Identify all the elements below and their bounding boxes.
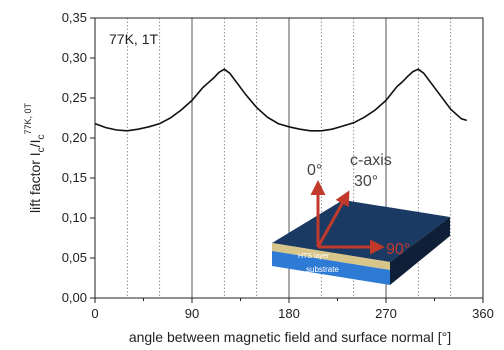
x-tick-label: 0 — [91, 306, 98, 321]
substrate-band — [272, 251, 390, 285]
substrate-label: substrate — [306, 265, 339, 274]
y-axis-ticks: 0,00 0,05 0,10 0,15 0,20 0,25 0,30 0,35 — [62, 10, 95, 305]
x-tick-label: 180 — [278, 306, 300, 321]
x-tick-label: 90 — [185, 306, 199, 321]
angle-90-label: 90° — [386, 241, 410, 258]
x-tick-label: 270 — [375, 306, 397, 321]
x-tick-label: 360 — [472, 306, 494, 321]
y-tick-label: 0,25 — [62, 90, 87, 105]
caxis-label: c-axis — [350, 152, 392, 169]
hts-layer-label: HTS layer — [298, 253, 330, 260]
y-tick-label: 0,35 — [62, 10, 87, 25]
y-axis-title-sub2: c — [36, 135, 47, 140]
x-axis-ticks: 0 90 180 270 360 — [91, 298, 494, 321]
y-tick-label: 0,30 — [62, 50, 87, 65]
y-axis-title: lift factor Ic/Ic77K, 0T — [23, 103, 47, 213]
y-axis-title-sup: 77K, 0T — [23, 103, 33, 135]
hts-layer-band — [272, 243, 390, 270]
condition-annotation: 77K, 1T — [109, 31, 158, 47]
x-axis-title: angle between magnetic field and surface… — [129, 329, 451, 345]
y-tick-label: 0,05 — [62, 250, 87, 265]
y-tick-label: 0,10 — [62, 210, 87, 225]
inset-illustration: HTS layer substrate 0° c-axis 30° 90° — [272, 152, 450, 285]
y-axis-title-main: lift factor I — [27, 152, 43, 213]
arrow-30-deg — [316, 190, 350, 248]
vertical-gridlines — [126, 18, 452, 298]
y-tick-label: 0,20 — [62, 130, 87, 145]
angle-30-label: 30° — [354, 173, 378, 190]
slab-side-face — [390, 217, 450, 285]
y-axis-title-mid: /I — [27, 140, 43, 148]
y-tick-label: 0,15 — [62, 170, 87, 185]
angle-0-label: 0° — [307, 162, 322, 179]
y-tick-label: 0,00 — [62, 290, 87, 305]
y-axis-title-sub1: c — [36, 147, 47, 152]
series-line — [94, 68, 468, 132]
